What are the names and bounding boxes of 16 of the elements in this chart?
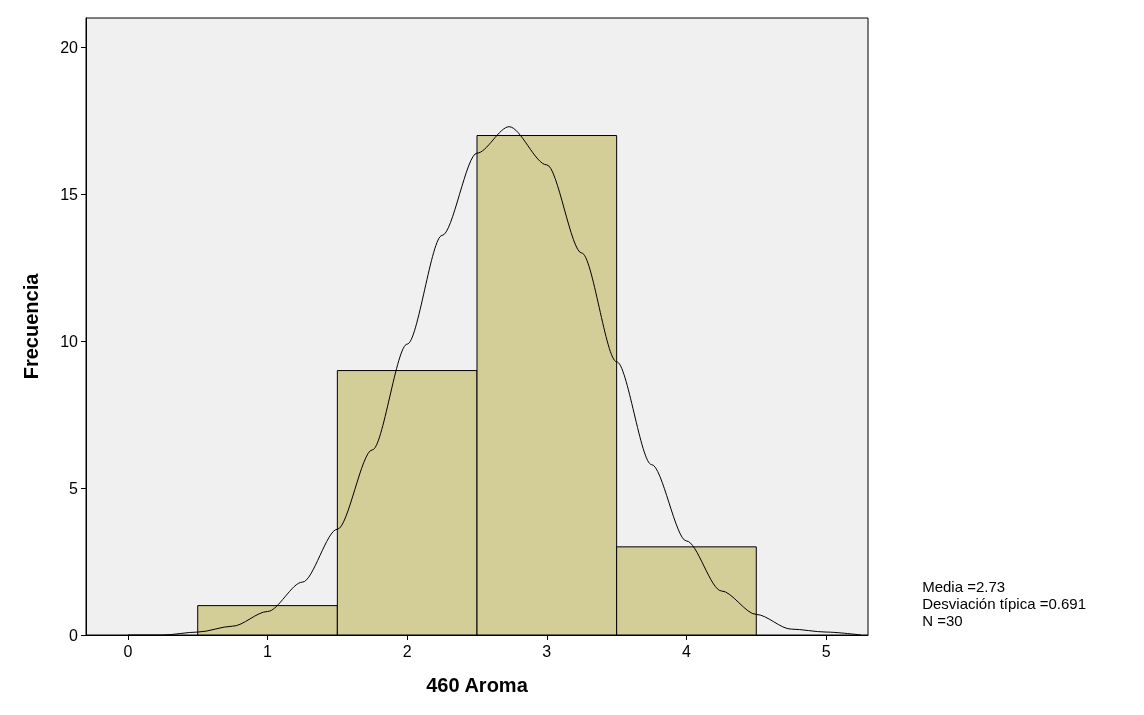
- x-tick-label: 2: [402, 642, 412, 660]
- x-tick-label: 5: [821, 642, 831, 660]
- text: Desviación típica =0.691: [922, 595, 1087, 612]
- y-tick-label: 5: [69, 479, 79, 497]
- x-axis-title: 460 Aroma: [426, 674, 529, 696]
- text: Media =2.73: [922, 578, 1006, 595]
- x-tick-label: 3: [542, 642, 552, 660]
- x-tick-label: 0: [123, 642, 133, 660]
- y-tick-label: 0: [69, 626, 79, 644]
- x-tick-label: 4: [682, 642, 692, 660]
- y-tick-label: 10: [60, 332, 79, 350]
- x-tick-label: 1: [263, 642, 273, 660]
- y-axis-title: Frecuencia: [20, 272, 42, 380]
- y-tick-label: 15: [60, 185, 79, 203]
- text: N =30: [922, 612, 963, 629]
- y-tick-label: 20: [60, 38, 79, 56]
